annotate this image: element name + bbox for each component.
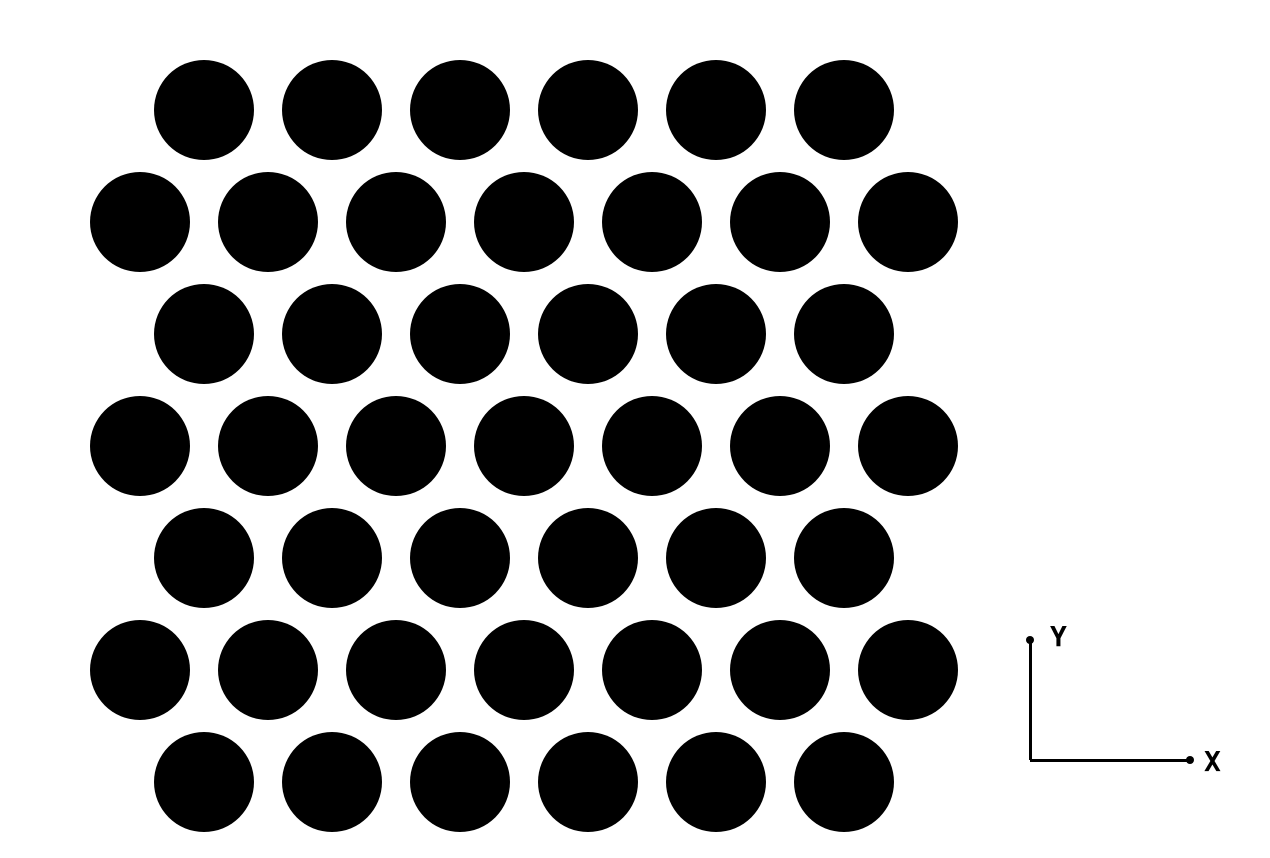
lattice-dot [410, 284, 510, 384]
lattice-dot [410, 508, 510, 608]
lattice-dot [154, 508, 254, 608]
y-axis-tick [1026, 636, 1034, 644]
lattice-dot [794, 60, 894, 160]
lattice-dot [666, 284, 766, 384]
lattice-dot [794, 508, 894, 608]
lattice-dot [602, 620, 702, 720]
lattice-dot [666, 60, 766, 160]
lattice-dot [154, 284, 254, 384]
lattice-dot [154, 732, 254, 832]
lattice-dot [218, 620, 318, 720]
lattice-dot [858, 620, 958, 720]
y-axis-line [1029, 640, 1032, 760]
lattice-dot [474, 620, 574, 720]
lattice-dot [858, 396, 958, 496]
lattice-dot [538, 284, 638, 384]
lattice-dot [794, 284, 894, 384]
y-axis-label: Y [1050, 620, 1067, 653]
lattice-dot [346, 396, 446, 496]
lattice-dot [474, 396, 574, 496]
lattice-dot [90, 396, 190, 496]
lattice-dot [538, 732, 638, 832]
lattice-dot [218, 172, 318, 272]
lattice-dot [154, 60, 254, 160]
lattice-dot [474, 172, 574, 272]
lattice-dot [538, 60, 638, 160]
lattice-diagram: YX [0, 0, 1270, 858]
lattice-dot [730, 620, 830, 720]
lattice-dot [794, 732, 894, 832]
lattice-dot [730, 396, 830, 496]
x-axis-label: X [1204, 745, 1221, 778]
lattice-dot [410, 732, 510, 832]
lattice-dot [602, 396, 702, 496]
lattice-dot [666, 508, 766, 608]
x-axis-line [1030, 759, 1190, 762]
lattice-dot [282, 284, 382, 384]
lattice-dot [730, 172, 830, 272]
lattice-dot [282, 60, 382, 160]
lattice-dot [346, 620, 446, 720]
lattice-dot [858, 172, 958, 272]
lattice-dot [666, 732, 766, 832]
lattice-dot [218, 396, 318, 496]
lattice-dot [90, 172, 190, 272]
lattice-dot [282, 508, 382, 608]
lattice-dot [410, 60, 510, 160]
x-axis-tick [1186, 756, 1194, 764]
lattice-dot [90, 620, 190, 720]
lattice-dot [602, 172, 702, 272]
lattice-dot [282, 732, 382, 832]
lattice-dot [538, 508, 638, 608]
lattice-dot [346, 172, 446, 272]
